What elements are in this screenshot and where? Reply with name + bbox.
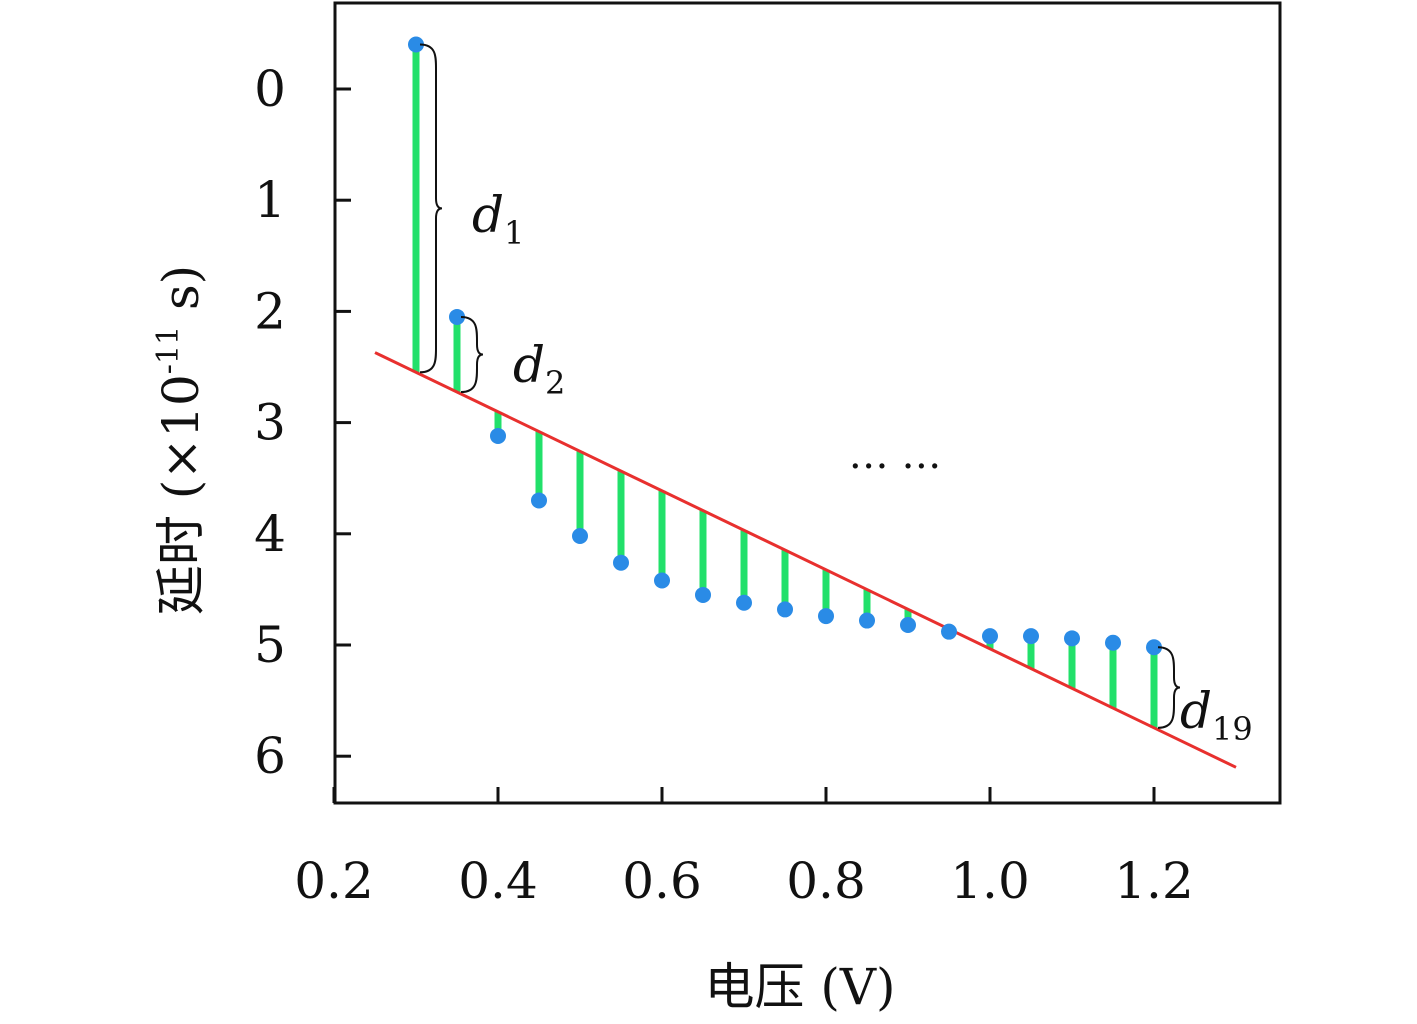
y-tick-label-5: 5 — [254, 616, 286, 674]
data-point-6 — [613, 554, 629, 571]
brace-d2 — [460, 315, 484, 394]
data-point-18 — [1105, 634, 1121, 651]
x-tick-label-1.2: 1.2 — [1114, 852, 1194, 910]
data-point-2 — [449, 308, 465, 325]
data-point-5 — [572, 528, 588, 545]
plot-frame — [333, 1, 1282, 805]
data-point-16 — [1023, 628, 1039, 645]
data-point-9 — [736, 594, 752, 611]
data-point-19 — [1146, 639, 1162, 656]
data-point-13 — [900, 616, 916, 633]
y-tick-label-0: 0 — [254, 60, 286, 118]
brace-d19 — [1157, 646, 1181, 729]
data-points — [408, 36, 1162, 656]
data-point-7 — [654, 572, 670, 589]
data-point-1 — [408, 36, 424, 53]
y-tick-label-1: 1 — [254, 171, 286, 229]
annotation-d19: d19 — [1180, 682, 1253, 748]
brace-d1 — [419, 43, 443, 374]
x-axis: 0.2 0.4 0.6 0.8 1.0 1.2 — [294, 787, 1194, 910]
y-tick-label-2: 2 — [254, 282, 286, 340]
ellipsis: … … — [849, 432, 942, 478]
data-point-15 — [982, 628, 998, 645]
x-tick-label-0.2: 0.2 — [294, 852, 374, 910]
data-point-4 — [531, 492, 547, 509]
y-tick-label-3: 3 — [254, 394, 286, 452]
braces — [419, 43, 1181, 729]
data-point-10 — [777, 601, 793, 618]
x-tick-label-0.6: 0.6 — [622, 852, 702, 910]
annotation-d1: d1 — [472, 186, 524, 252]
x-tick-label-0.4: 0.4 — [458, 852, 538, 910]
data-point-3 — [490, 427, 506, 444]
data-point-11 — [818, 608, 834, 625]
y-axis: 0 1 2 3 4 5 6 — [254, 60, 351, 785]
data-point-8 — [695, 586, 711, 603]
fit-line — [374, 351, 1237, 769]
y-tick-label-4: 4 — [254, 505, 286, 563]
data-point-17 — [1064, 630, 1080, 647]
annotation-d2: d2 — [513, 336, 565, 402]
data-point-12 — [859, 612, 875, 629]
data-point-14 — [941, 623, 957, 640]
y-axis-title: 延时 (×10-11 s) — [151, 265, 210, 615]
x-tick-label-1.0: 1.0 — [950, 852, 1030, 910]
x-axis-title: 电压 (V) — [704, 958, 895, 1016]
y-tick-label-6: 6 — [254, 727, 286, 785]
x-tick-label-0.8: 0.8 — [786, 852, 866, 910]
